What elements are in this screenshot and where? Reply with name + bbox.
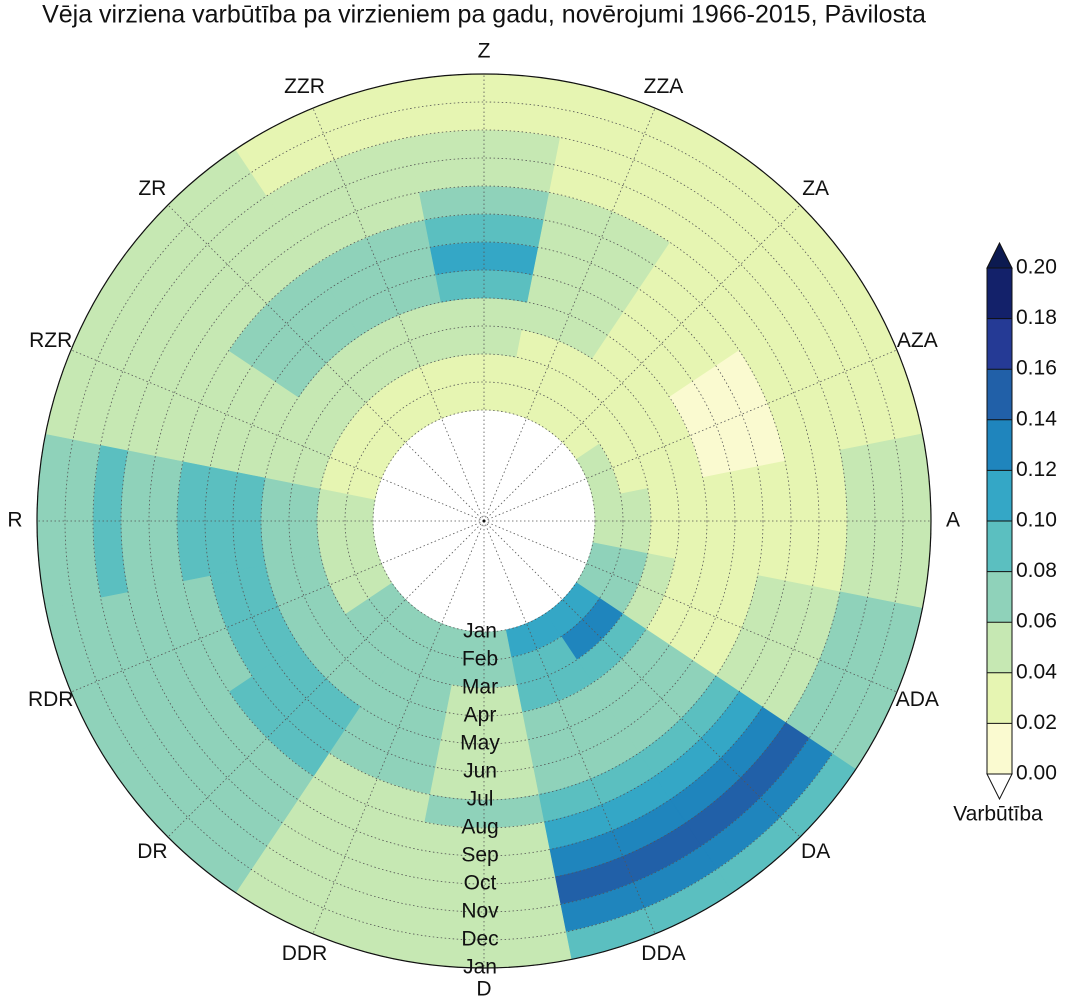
direction-label: DR	[137, 840, 167, 863]
colorbar-tick-label: 0.14	[1016, 407, 1057, 430]
radial-label: Mar	[462, 676, 498, 699]
grid-spoke	[483, 107, 656, 522]
grid-spoke	[70, 520, 485, 693]
contour-field	[36, 73, 932, 969]
colorbar-tick-label: 0.02	[1016, 711, 1057, 734]
direction-label: ADA	[896, 688, 939, 711]
colorbar-tick-label: 0.16	[1016, 357, 1057, 380]
radial-label: Dec	[461, 928, 498, 951]
radial-label: Jul	[467, 788, 494, 811]
direction-label: ZZA	[644, 75, 684, 98]
colorbar-tick-label: 0.00	[1016, 762, 1057, 785]
grid-spoke	[70, 349, 485, 522]
grid-ring	[232, 269, 736, 773]
contour-cell	[232, 471, 266, 571]
direction-label: DA	[801, 840, 830, 863]
center-dot	[482, 519, 486, 523]
grid-ring	[204, 241, 764, 801]
radial-label: Aug	[461, 816, 498, 839]
radial-label: May	[460, 732, 500, 755]
colorbar-tick-label: 0.04	[1016, 660, 1057, 683]
colorbar-tick-label: 0.20	[1016, 256, 1057, 279]
grid-spoke	[483, 520, 801, 838]
contour-cell	[702, 471, 736, 571]
axis-labels: Z ZZA ZA AZA A ADA DA DDA D DDR DR RDR R RZR ZR ZZR Jan F…	[7, 40, 960, 1001]
direction-label: Z	[478, 40, 491, 63]
grid-spoke	[312, 520, 485, 935]
radial-label: Feb	[462, 648, 498, 671]
grid-ring	[372, 409, 596, 633]
direction-label: RDR	[28, 688, 74, 711]
radial-label: Jan	[463, 620, 497, 643]
colorbar-swatch	[987, 318, 1012, 370]
direction-label: RZR	[29, 329, 72, 352]
direction-label: ZR	[138, 177, 166, 200]
direction-label: DDA	[641, 942, 685, 965]
colorbar-tick-label: 0.18	[1016, 306, 1057, 329]
colorbar-swatch	[987, 521, 1012, 572]
colorbar-swatch	[987, 672, 1012, 724]
grid-ring	[120, 157, 848, 885]
radial-label: Oct	[464, 872, 497, 895]
grid-ring	[344, 381, 624, 661]
grid-ring	[148, 185, 820, 857]
colorbar-swatch	[987, 419, 1012, 471]
grid-ring	[260, 297, 708, 745]
colorbar-tick-label: 0.08	[1016, 559, 1057, 582]
radial-label: Jun	[463, 760, 497, 783]
radial-label: Sep	[461, 844, 498, 867]
colorbar-swatch	[987, 268, 1012, 319]
grid-spoke	[483, 349, 898, 522]
grid-spoke	[483, 204, 801, 522]
colorbar-tick-label: 0.12	[1016, 458, 1057, 481]
grid-spoke	[167, 520, 485, 838]
chart-title: Vēja virziena varbūtība pa virzieniem pa…	[42, 1, 926, 29]
direction-label: ZZR	[284, 75, 325, 98]
colorbar-swatch	[987, 571, 1012, 623]
grid-ring	[316, 353, 652, 689]
colorbar-extend-over	[986, 241, 1013, 269]
direction-label: D	[476, 978, 491, 1001]
polar-grid	[36, 73, 932, 969]
grid-spoke	[483, 520, 898, 693]
colorbar-tick-label: 0.10	[1016, 509, 1057, 532]
radial-label: Nov	[461, 900, 499, 923]
direction-label: ZA	[802, 177, 829, 200]
grid-spoke	[167, 204, 485, 522]
polar-frame	[36, 73, 932, 969]
colorbar-swatch	[987, 723, 1012, 774]
colorbar-swatch	[987, 470, 1012, 521]
radial-label: Jan	[463, 956, 497, 979]
direction-label: AZA	[897, 329, 938, 352]
colorbar-extend-under	[986, 773, 1013, 801]
radial-label: Apr	[464, 704, 497, 727]
direction-label: A	[946, 509, 960, 532]
contour-cell	[429, 241, 539, 276]
grid-spoke	[483, 520, 656, 935]
colorbar-label: Varbūtība	[953, 803, 1043, 826]
grid-ring	[288, 325, 680, 717]
grid-ring	[176, 213, 792, 829]
colorbar-tick-label: 0.06	[1016, 610, 1057, 633]
grid-spoke	[312, 107, 485, 522]
colorbar-swatch	[987, 369, 1012, 420]
contour-cell	[434, 269, 534, 303]
direction-label: DDR	[282, 942, 328, 965]
colorbar-swatch	[987, 622, 1012, 673]
colorbar: 0.00 0.02 0.04 0.06 0.08 0.10 0.12 0.14 0.16 0.18…	[953, 241, 1057, 826]
grid-ring	[92, 129, 876, 913]
grid-ring	[64, 101, 904, 941]
direction-label: R	[7, 509, 22, 532]
